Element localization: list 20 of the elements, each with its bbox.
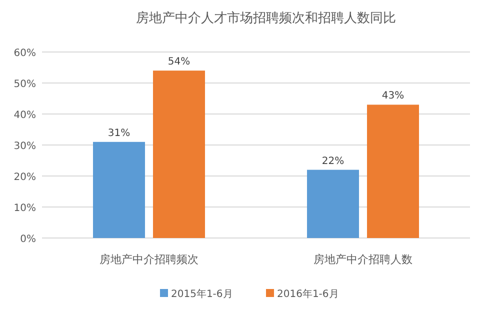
y-tick-label: 20% bbox=[14, 172, 36, 183]
x-tick-label: 房地产中介招聘人数 bbox=[314, 253, 412, 266]
y-tick-label: 60% bbox=[14, 48, 36, 59]
y-tick-label: 40% bbox=[14, 110, 36, 121]
chart-title: 房地产中介人才市场招聘频次和招聘人数同比 bbox=[136, 10, 396, 26]
y-tick-label: 0% bbox=[20, 234, 36, 245]
legend-label: 2016年1-6月 bbox=[277, 288, 339, 300]
legend-label: 2015年1-6月 bbox=[171, 288, 233, 300]
data-label: 54% bbox=[168, 56, 190, 68]
bar bbox=[93, 142, 145, 238]
data-label: 31% bbox=[108, 128, 130, 139]
bar bbox=[367, 104, 419, 238]
y-tick-label: 50% bbox=[14, 79, 36, 90]
x-tick-label: 房地产中介招聘频次 bbox=[100, 253, 198, 266]
y-tick-label: 10% bbox=[14, 203, 36, 214]
y-tick-label: 30% bbox=[14, 141, 36, 152]
bar bbox=[153, 70, 205, 238]
data-label: 43% bbox=[382, 90, 404, 102]
data-label: 22% bbox=[322, 156, 344, 167]
bar bbox=[307, 170, 359, 238]
